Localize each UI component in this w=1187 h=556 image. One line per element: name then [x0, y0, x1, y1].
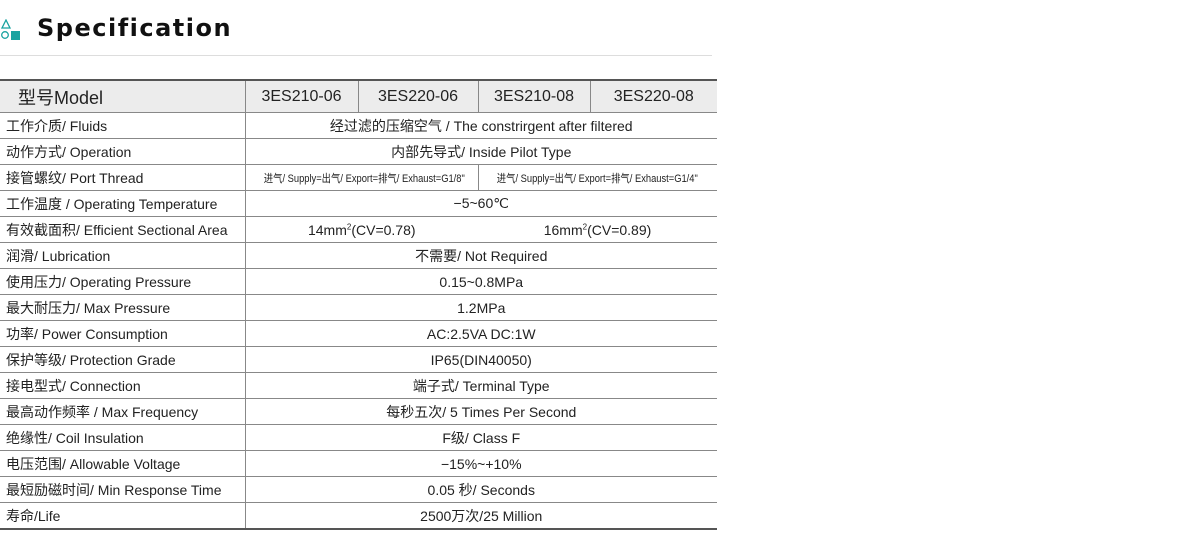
table-row: 功率/ Power Consumption AC:2.5VA DC:1W [0, 320, 717, 347]
spec-value: −5~60℃ [244, 190, 717, 217]
spec-label: 润滑/ Lubrication [0, 242, 246, 269]
spec-value: 经过滤的压缩空气 / The constrirgent after filter… [244, 112, 717, 139]
table-row: 接电型式/ Connection 端子式/ Terminal Type [0, 372, 717, 399]
spec-label: 动作方式/ Operation [0, 138, 246, 165]
table-row: 工作温度 / Operating Temperature −5~60℃ [0, 190, 717, 217]
header-row: 型号Model 3ES210-06 3ES220-06 3ES210-08 3E… [0, 79, 717, 113]
spec-table: 型号Model 3ES210-06 3ES220-06 3ES210-08 3E… [0, 79, 717, 530]
spec-value: 每秒五次/ 5 Times Per Second [244, 398, 717, 425]
divider [0, 55, 712, 56]
table-row: 最大耐压力/ Max Pressure 1.2MPa [0, 294, 717, 321]
spec-label: 寿命/Life [0, 502, 246, 530]
model-header: 3ES210-08 [477, 79, 591, 113]
spec-label: 有效截面积/ Efficient Sectional Area [0, 216, 246, 243]
spec-label: 最高动作频率 / Max Frequency [0, 398, 246, 425]
spec-value: IP65(DIN40050) [244, 346, 717, 373]
spec-label: 绝缘性/ Coil Insulation [0, 424, 246, 451]
spec-value: 16mm2(CV=0.89) [478, 216, 717, 243]
model-label: 型号Model [0, 79, 246, 113]
spec-value: 进气/ Supply=出气/ Export=排气/ Exhaust=G1/8" [244, 164, 479, 191]
spec-value: 0.15~0.8MPa [244, 268, 717, 295]
spec-label: 工作温度 / Operating Temperature [0, 190, 246, 217]
spec-label: 电压范围/ Allowable Voltage [0, 450, 246, 477]
model-header: 3ES220-08 [589, 79, 717, 113]
spec-label: 工作介质/ Fluids [0, 112, 246, 139]
table-row: 工作介质/ Fluids 经过滤的压缩空气 / The constrirgent … [0, 112, 717, 139]
table-row: 绝缘性/ Coil Insulation F级/ Class F [0, 424, 717, 451]
spec-value: 进气/ Supply=出气/ Export=排气/ Exhaust=G1/4" [477, 164, 717, 191]
spec-label: 最大耐压力/ Max Pressure [0, 294, 246, 321]
spec-label: 接电型式/ Connection [0, 372, 246, 399]
table-row: 电压范围/ Allowable Voltage −15%~+10% [0, 450, 717, 477]
table-row: 润滑/ Lubrication 不需要/ Not Required [0, 242, 717, 269]
table-row: 最高动作频率 / Max Frequency 每秒五次/ 5 Times Per … [0, 398, 717, 425]
spec-label: 功率/ Power Consumption [0, 320, 246, 347]
spec-value: 不需要/ Not Required [244, 242, 717, 269]
spec-value: 端子式/ Terminal Type [244, 372, 717, 399]
table-row: 接管螺纹/ Port Thread 进气/ Supply=出气/ Export=排… [0, 164, 717, 191]
model-header: 3ES220-06 [357, 79, 479, 113]
spec-value: 1.2MPa [244, 294, 717, 321]
shapes-icon [1, 19, 20, 40]
spec-value: AC:2.5VA DC:1W [244, 320, 717, 347]
table-row: 保护等级/ Protection Grade IP65(DIN40050) [0, 346, 717, 373]
spec-label: 保护等级/ Protection Grade [0, 346, 246, 373]
spec-value: 2500万次/25 Million [244, 502, 717, 530]
spec-value: 0.05 秒/ Seconds [244, 476, 717, 503]
spec-label: 最短励磁时间/ Min Response Time [0, 476, 246, 503]
spec-value: F级/ Class F [244, 424, 717, 451]
spec-value: 14mm2(CV=0.78) [244, 216, 478, 243]
spec-label: 使用压力/ Operating Pressure [0, 268, 246, 295]
spec-value: −15%~+10% [244, 450, 717, 477]
model-header: 3ES210-06 [244, 79, 359, 113]
spec-value: 内部先导式/ Inside Pilot Type [244, 138, 717, 165]
table-row: 寿命/Life 2500万次/25 Million [0, 502, 717, 530]
table-row: 动作方式/ Operation 内部先导式/ Inside Pilot Type [0, 138, 717, 165]
table-row: 最短励磁时间/ Min Response Time 0.05 秒/ Seconds [0, 476, 717, 503]
table-row: 使用压力/ Operating Pressure 0.15~0.8MPa [0, 268, 717, 295]
spec-label: 接管螺纹/ Port Thread [0, 164, 246, 191]
page-title: Specification [37, 14, 233, 42]
table-row: 有效截面积/ Efficient Sectional Area 14mm2(CV=… [0, 216, 717, 243]
